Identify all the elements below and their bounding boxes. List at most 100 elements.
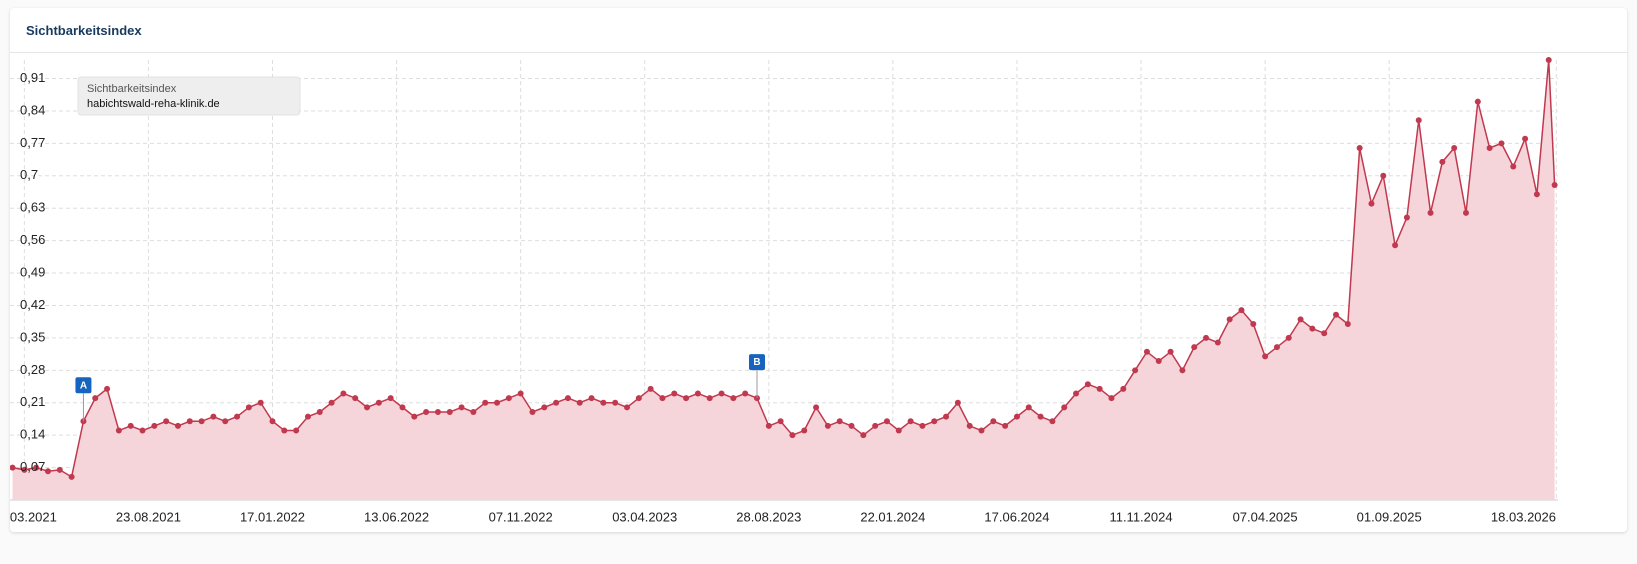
x-tick-label: 13.06.2022 [364,509,429,524]
point [1380,172,1387,179]
x-tick-label: 22.01.2024 [860,509,925,524]
point [624,404,631,411]
point [399,404,406,411]
point [564,395,571,402]
point [860,432,867,439]
point [943,413,950,420]
point [1013,413,1020,420]
x-tick-label: 17.06.2024 [984,509,1049,524]
point [1333,311,1340,318]
card-header: Sichtbarkeitsindex [10,8,1627,53]
annotation-flag [75,377,92,394]
point [694,390,701,397]
point [21,466,28,473]
point [56,466,63,473]
point [33,464,40,471]
point [1297,316,1304,323]
point [730,395,737,402]
point [990,418,997,425]
point [1321,330,1328,337]
point [872,422,879,429]
area [12,60,1555,500]
point [1498,140,1505,147]
point [517,390,524,397]
point [1415,117,1422,124]
point [1037,413,1044,420]
point [470,409,477,415]
point [576,399,583,406]
x-tick-label: 07.11.2022 [489,509,553,524]
point [801,427,808,434]
point [1203,334,1210,341]
point [931,418,938,425]
point [529,409,536,415]
point [151,422,158,429]
point [1551,182,1558,189]
annotation-label: B [753,357,760,368]
y-tick-label: 0,28 [20,362,45,377]
card-title: Sichtbarkeitsindex [26,23,142,38]
annotation-flag [748,354,765,371]
point [966,422,973,429]
point [541,404,548,411]
x-tick-label: 18.03.2026 [1491,509,1556,524]
point [186,418,193,425]
point [1403,214,1410,221]
point [1344,321,1351,327]
point [659,395,666,402]
x-tick-label: 23.08.2021 [116,509,181,524]
point [553,399,560,406]
point [612,399,619,406]
point [765,422,772,429]
point [411,413,418,420]
legend-entry: habichtswald-reha-klinik.de [87,98,220,110]
annotation-label: A [80,380,87,391]
point [1462,209,1469,216]
point [1309,325,1316,332]
point [174,422,181,429]
point [1368,200,1375,207]
point [883,418,890,425]
point [1522,135,1529,142]
y-tick-label: 0,07 [20,459,45,474]
point [127,422,134,429]
point [907,418,914,425]
legend-title: Sichtbarkeitsindex [87,83,177,95]
point [1474,98,1481,105]
point [10,464,16,471]
point [978,427,985,434]
chart: 29.03.2021 23.08.2021 17.01.2022 13.06.2022… [10,57,1558,524]
point [1545,57,1552,63]
x-tick-label: 11.11.2024 [1109,509,1172,524]
point [434,409,441,415]
point [364,404,371,411]
point [104,385,111,392]
point [671,390,678,397]
y-tick-label: 0,14 [20,427,45,442]
point [1120,385,1127,392]
point [1096,385,1103,392]
point [387,395,394,402]
point [647,385,654,392]
y-tick-label: 0,56 [20,232,45,247]
x-tick-label: 01.09.2025 [1357,509,1422,524]
point [1073,390,1080,397]
point [1250,321,1257,327]
point [1226,316,1233,323]
point [742,390,749,397]
y-tick-label: 0,7 [20,167,38,182]
y-tick-label: 0,84 [20,102,45,117]
point [1486,145,1493,151]
point [1262,353,1269,360]
point [458,404,465,411]
point [1214,339,1221,346]
point [1084,381,1091,388]
point [1167,348,1174,355]
point [44,468,51,475]
point [1061,404,1068,411]
point [919,422,926,429]
point [635,395,642,402]
point [789,432,796,439]
point [1451,145,1458,151]
